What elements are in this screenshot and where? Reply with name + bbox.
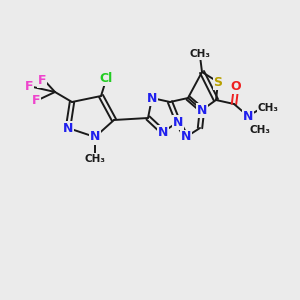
Text: N: N	[173, 116, 183, 128]
Text: CH₃: CH₃	[257, 103, 278, 113]
Text: F: F	[32, 94, 40, 106]
Text: CH₃: CH₃	[250, 125, 271, 135]
Text: N: N	[158, 125, 168, 139]
Text: Cl: Cl	[99, 71, 112, 85]
Text: CH₃: CH₃	[190, 49, 211, 59]
Text: N: N	[197, 103, 207, 116]
Text: N: N	[90, 130, 100, 143]
Text: CH₃: CH₃	[85, 154, 106, 164]
Text: F: F	[38, 74, 46, 86]
Text: N: N	[181, 130, 191, 143]
Text: N: N	[243, 110, 253, 122]
Text: S: S	[214, 76, 223, 88]
Text: O: O	[231, 80, 241, 92]
Text: N: N	[63, 122, 73, 134]
Text: N: N	[147, 92, 157, 104]
Text: F: F	[25, 80, 33, 94]
